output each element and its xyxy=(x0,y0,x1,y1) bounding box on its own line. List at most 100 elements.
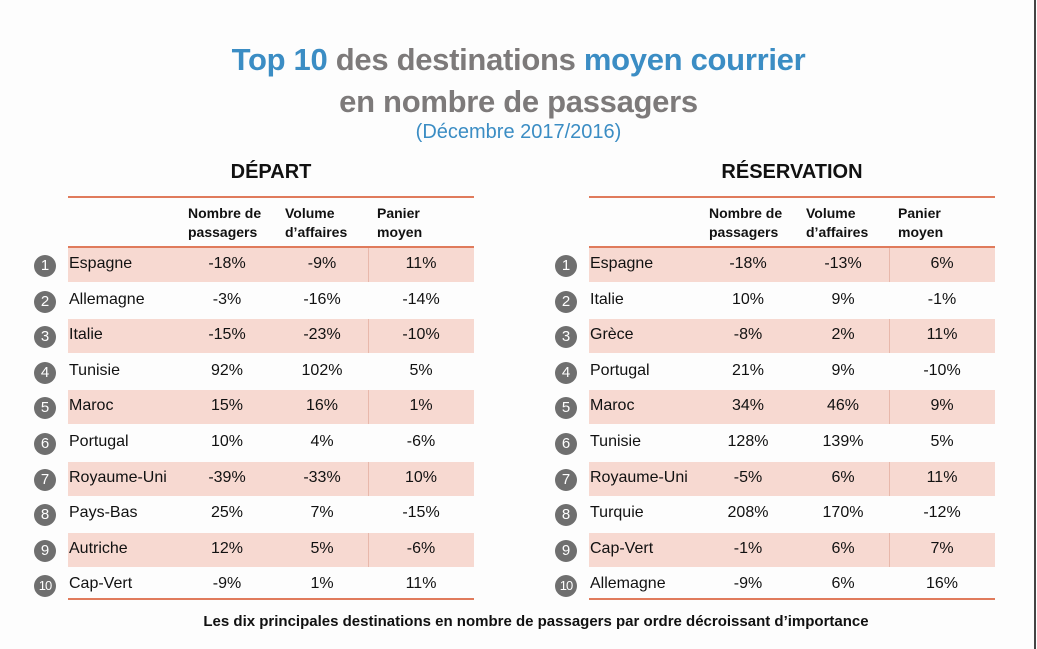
rank-badge: 3 xyxy=(34,326,56,349)
table-row: 9 Cap-Vert -1% 6% 7% xyxy=(555,532,995,569)
country-name: Maroc xyxy=(590,397,635,415)
value-panier: 16% xyxy=(925,575,959,593)
value-panier: -10% xyxy=(923,361,961,379)
country-name: Autriche xyxy=(69,539,128,557)
rank-badge: 4 xyxy=(555,361,577,384)
table-row: 3 Italie -15% -23% -10% xyxy=(34,319,474,355)
value-volume: 16% xyxy=(305,397,339,415)
country-name: Allemagne xyxy=(590,575,666,593)
country-name: Cap-Vert xyxy=(590,539,654,557)
value-panier: 10% xyxy=(404,468,438,486)
value-volume: 2% xyxy=(831,326,855,344)
header-volume-affaires: Volume d’affaires xyxy=(285,204,347,242)
title-part-destinations: des destinations xyxy=(327,42,584,77)
value-panier: -12% xyxy=(923,504,961,522)
value-panier: -10% xyxy=(402,326,440,344)
value-passagers: 10% xyxy=(731,290,765,308)
row-background xyxy=(68,390,474,425)
value-volume: 6% xyxy=(831,539,855,557)
value-volume: 6% xyxy=(831,468,855,486)
header-text: moyen xyxy=(898,224,944,240)
header-text: passagers xyxy=(709,224,779,240)
header-text: Volume xyxy=(285,205,335,221)
value-passagers: -9% xyxy=(733,575,763,593)
row-background xyxy=(589,248,995,282)
row-background xyxy=(68,532,474,567)
header-panier-moyen: Panier moyen xyxy=(377,204,422,242)
value-volume: -13% xyxy=(824,255,862,272)
country-name: Tunisie xyxy=(590,432,641,450)
value-volume: 6% xyxy=(831,575,855,593)
table-row: 10 Allemagne -9% 6% 16% xyxy=(555,568,995,604)
country-name: Royaume-Uni xyxy=(590,468,688,486)
value-passagers: -9% xyxy=(212,575,242,593)
table-row: 7 Royaume-Uni -39% -33% 10% xyxy=(34,461,474,498)
value-panier: 7% xyxy=(930,539,954,557)
table-row: 2 Italie 10% 9% -1% xyxy=(555,284,995,320)
rank-badge: 1 xyxy=(555,255,577,277)
country-name: Italie xyxy=(69,326,103,344)
header-text: d’affaires xyxy=(806,224,869,240)
value-panier: 5% xyxy=(409,361,433,379)
depart-title: DÉPART xyxy=(230,161,312,183)
title-part-top10: Top 10 xyxy=(231,42,328,77)
header-volume-affaires: Volume d’affaires xyxy=(806,204,868,242)
column-separator xyxy=(889,390,890,425)
reservation-title: RÉSERVATION xyxy=(721,161,863,183)
title-line-1: Top 10 des destinations moyen courrier xyxy=(0,42,1037,78)
rank-badge: 8 xyxy=(34,504,56,527)
title-line-2: en nombre de passagers xyxy=(339,84,698,119)
column-separator xyxy=(368,248,369,282)
rank-badge: 4 xyxy=(34,361,56,384)
rank-badge: 6 xyxy=(555,432,577,455)
value-passagers: -18% xyxy=(208,255,246,272)
rank-badge: 9 xyxy=(34,539,56,562)
table-row: 1 Espagne -18% -13% 6% xyxy=(555,248,995,284)
value-passagers: 25% xyxy=(210,504,244,522)
value-panier: 11% xyxy=(405,255,437,272)
rank-badge: 9 xyxy=(555,539,577,562)
header-text: d’affaires xyxy=(285,224,348,240)
table-row: 6 Tunisie 128% 139% 5% xyxy=(555,426,995,462)
value-passagers: 208% xyxy=(727,504,769,522)
country-name: Royaume-Uni xyxy=(69,468,167,486)
value-passagers: -5% xyxy=(733,468,763,486)
title-period: (Décembre 2017/2016) xyxy=(415,121,622,143)
table-header-rule xyxy=(68,246,474,248)
rank-badge: 3 xyxy=(555,326,577,349)
title-part-moyen-courrier: moyen courrier xyxy=(583,42,806,77)
header-text: Nombre de xyxy=(709,205,783,221)
footnote: Les dix principales destinations en nomb… xyxy=(203,613,869,630)
value-passagers: 15% xyxy=(210,397,244,415)
rank-badge: 10 xyxy=(34,575,56,598)
rank-badge: 5 xyxy=(555,397,577,420)
table-header-rule xyxy=(589,246,995,248)
country-name: Portugal xyxy=(69,432,129,450)
rank-badge: 10 xyxy=(555,575,577,598)
value-passagers: -1% xyxy=(733,539,763,557)
value-volume: 7% xyxy=(310,504,334,522)
country-name: Allemagne xyxy=(69,290,145,308)
value-panier: -15% xyxy=(402,504,440,522)
rank-badge: 2 xyxy=(34,290,56,313)
value-passagers: -3% xyxy=(212,290,242,308)
table-row: 4 Tunisie 92% 102% 5% xyxy=(34,355,474,391)
column-separator xyxy=(889,461,890,496)
header-text: passagers xyxy=(188,224,258,240)
row-background xyxy=(589,390,995,425)
table-top-rule xyxy=(589,196,995,198)
value-volume: 46% xyxy=(826,397,860,415)
value-volume: -16% xyxy=(303,290,341,308)
country-name: Italie xyxy=(590,290,624,308)
header-text: Volume xyxy=(806,205,856,221)
value-volume: 102% xyxy=(301,361,343,379)
table-row: 5 Maroc 34% 46% 9% xyxy=(555,390,995,426)
rank-badge: 7 xyxy=(555,468,577,491)
value-panier: 11% xyxy=(926,468,958,486)
value-passagers: -18% xyxy=(729,255,767,272)
row-background xyxy=(589,532,995,567)
value-volume: -33% xyxy=(303,468,341,486)
country-name: Espagne xyxy=(590,255,654,272)
value-passagers: -8% xyxy=(733,326,763,344)
value-volume: 9% xyxy=(831,361,855,379)
